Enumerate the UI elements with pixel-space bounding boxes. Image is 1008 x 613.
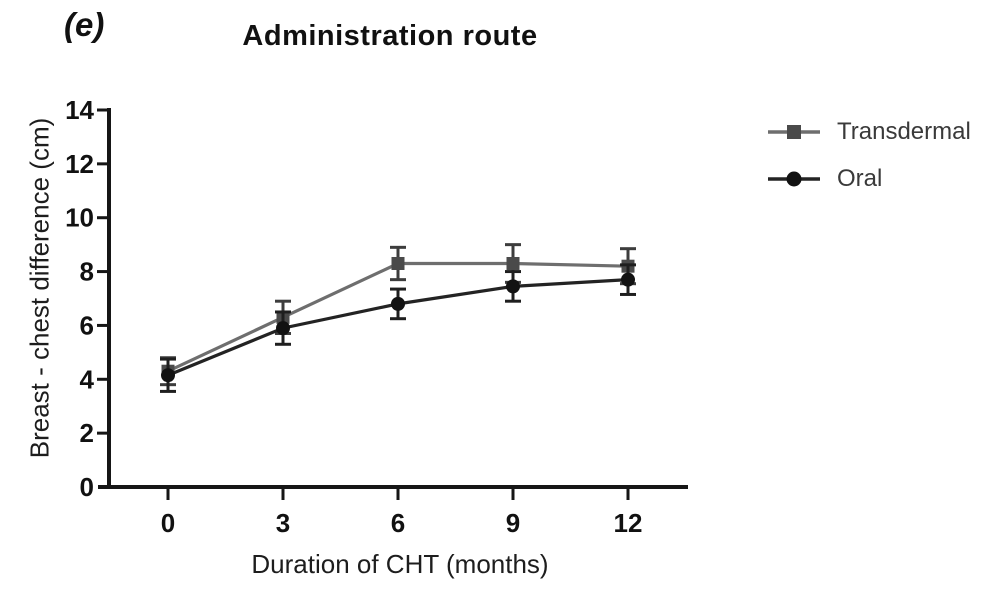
data-point-oral — [506, 279, 520, 294]
legend-entry-transdermal: Transdermal — [766, 112, 971, 152]
y-tick-label: 0 — [80, 472, 94, 502]
x-tick-label: 0 — [161, 508, 175, 538]
x-tick-label: 12 — [614, 508, 643, 538]
legend-label-oral: Oral — [837, 165, 883, 192]
x-tick-label: 3 — [276, 508, 290, 538]
x-tick-label: 6 — [391, 508, 405, 538]
panel-label: (e) — [64, 6, 105, 43]
data-point-transdermal — [506, 256, 520, 270]
data-point-oral — [621, 272, 635, 287]
y-tick-label: 2 — [80, 418, 94, 448]
y-tick-label: 8 — [80, 257, 94, 287]
x-tick-label: 9 — [506, 508, 520, 538]
oral-line-circle-marker-icon — [768, 171, 820, 187]
chart-title: Administration route — [242, 20, 538, 52]
y-tick-label: 12 — [65, 149, 94, 179]
x-axis-title: Duration of CHT (months) — [251, 549, 549, 579]
data-point-oral — [161, 368, 175, 383]
y-tick-label: 4 — [80, 364, 95, 394]
y-tick-label: 10 — [65, 203, 94, 233]
data-point-oral — [391, 296, 405, 311]
legend-label-transdermal: Transdermal — [837, 118, 971, 145]
legend-entry-oral: Oral — [766, 159, 971, 199]
y-tick-label: 6 — [80, 310, 94, 340]
y-tick-label: 14 — [65, 95, 94, 125]
data-point-transdermal — [391, 256, 405, 270]
y-axis-title: Breast - chest difference (cm) — [24, 117, 55, 459]
data-point-oral — [276, 321, 290, 336]
legend: Transdermal Oral — [766, 112, 971, 199]
transdermal-line-square-marker-icon — [768, 125, 820, 139]
